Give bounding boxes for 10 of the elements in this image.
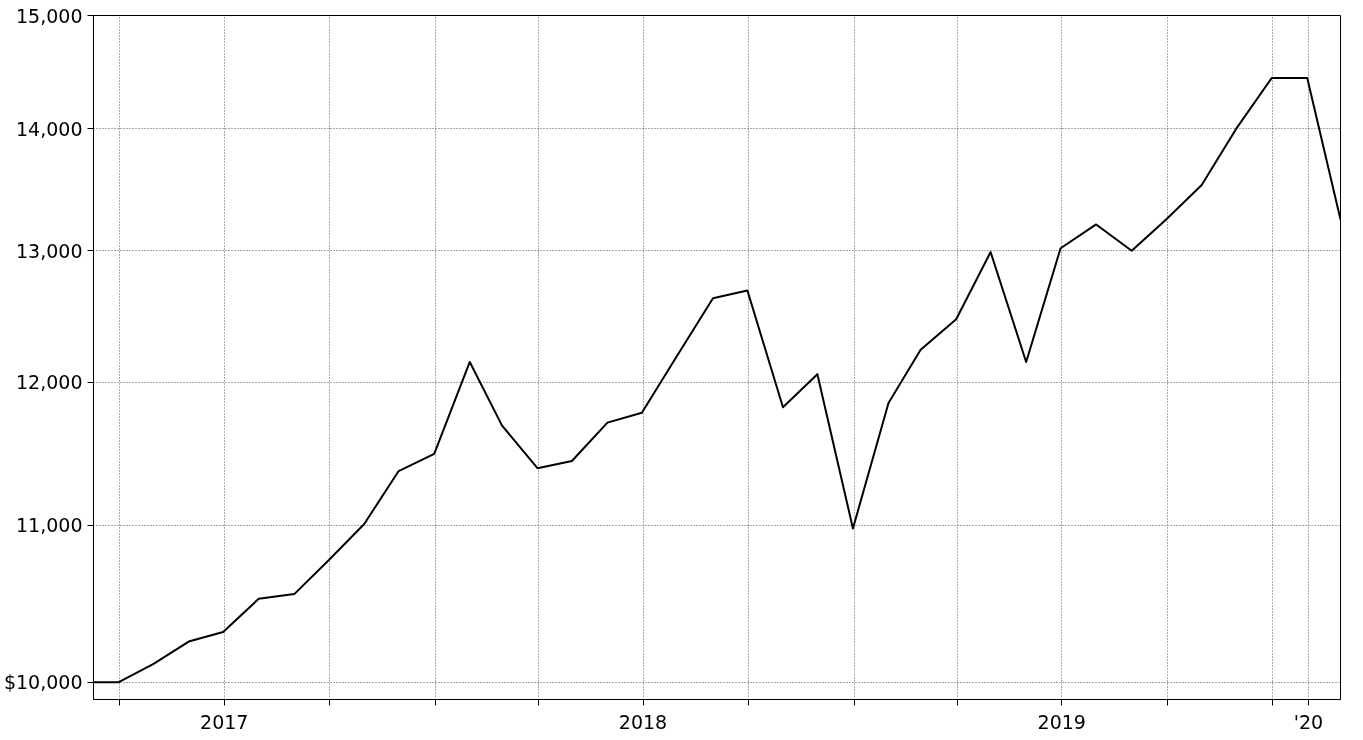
- x-tick-label: 2018: [618, 710, 668, 733]
- y-tick-label: 12,000: [16, 371, 83, 394]
- y-tick-label: 13,000: [16, 239, 83, 262]
- y-tick-label: 11,000: [16, 514, 83, 537]
- y-tick-label: 15,000: [16, 4, 83, 27]
- y-tick-label: 14,000: [16, 117, 83, 140]
- y-tick-label: $10,000: [3, 671, 83, 694]
- x-tick-label: '20: [1293, 710, 1324, 733]
- x-tick-label: 2017: [200, 710, 249, 733]
- x-tick-label: 2019: [1037, 710, 1086, 733]
